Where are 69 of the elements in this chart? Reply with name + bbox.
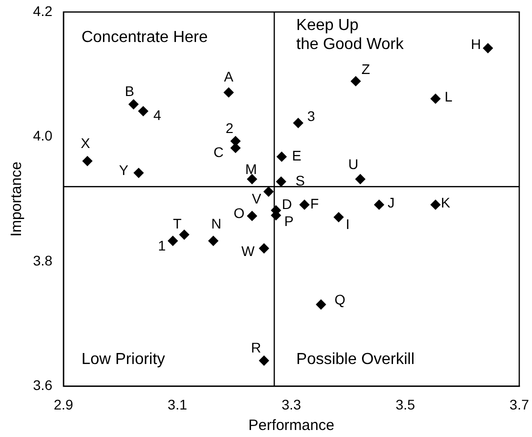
point [276,176,286,187]
point [259,356,270,366]
x-axis-title: Performance [248,417,334,434]
annotation: I [346,216,350,232]
point [138,106,148,116]
point [374,200,384,210]
point [264,186,274,197]
annotation: 4 [153,107,162,124]
annotation: E [292,148,302,164]
y-tick-label: 3.8 [32,252,53,268]
annotation: Low Priority [81,351,166,368]
point [247,174,258,184]
annotation: F [310,196,319,212]
annotation: W [241,243,256,260]
annotation: X [80,134,91,151]
annotation: A [224,68,234,84]
annotation: Possible Overkill [296,351,415,368]
annotation: U [348,156,358,172]
point [208,236,218,246]
annotation: Concentrate Here [81,29,208,46]
annotation: J [388,194,395,211]
point [168,236,178,246]
point [276,152,287,162]
annotation: C [213,144,224,160]
point [179,230,190,240]
annotation: N [211,216,222,232]
annotation: P [284,213,294,230]
point [247,210,258,221]
annotation: R [250,339,262,356]
annotation: 1 [158,238,166,254]
point [350,76,361,86]
point [293,118,304,128]
point [482,43,493,54]
annotation: V [252,190,262,206]
point [334,212,344,222]
y-tick-label: 4.0 [32,128,53,144]
x-tick-label: 2.9 [54,396,74,412]
annotation: S [295,172,305,188]
x-tick-label: 3.3 [282,396,302,412]
x-tick-label: 3.7 [510,396,530,412]
point [224,87,234,98]
y-tick-label: 4.2 [32,2,53,19]
point [82,156,92,166]
annotation: T [172,216,182,232]
point [134,168,144,178]
annotation: H [470,36,481,52]
annotation: K [440,194,451,211]
y-axis-title: Importance [8,162,26,237]
annotation: L [444,88,453,105]
annotation: D [282,196,292,212]
point [259,243,270,254]
x-tick-label: 3.1 [168,396,188,412]
annotation: 2 [226,120,234,136]
annotation: M [245,161,257,177]
point [430,200,441,210]
y-tick-label: 3.6 [32,377,53,394]
point [299,200,310,210]
annotation: 3 [307,108,316,124]
annotation: O [234,204,245,221]
point [430,94,441,104]
point [316,300,326,310]
x-tick-label: 3.5 [396,396,416,412]
annotation: B [124,83,134,100]
annotation: Z [361,61,370,78]
point [355,174,366,184]
annotation: Y [119,162,129,178]
annotation: Keep Up the Good Work [296,17,405,53]
point [128,99,139,110]
annotation: Q [334,291,346,308]
